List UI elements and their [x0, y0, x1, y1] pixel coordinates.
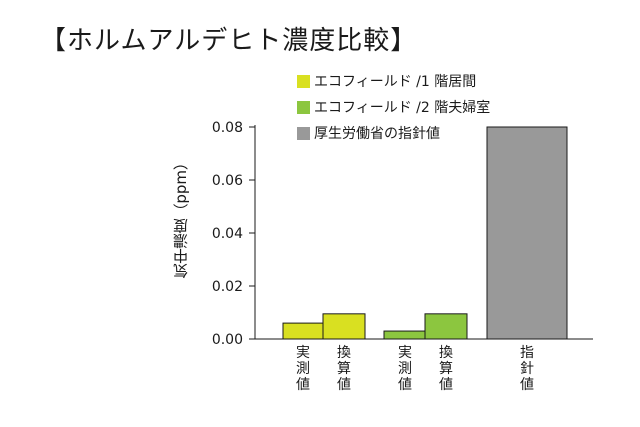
category-label: 換 算 値 [337, 345, 351, 393]
legend-label-2f: エコフィールド /2 階夫婦室 [314, 100, 491, 116]
bar [486, 126, 568, 340]
category-label: 実 測 値 [296, 345, 310, 393]
legend-swatch-guideline [297, 126, 310, 140]
category-label: 実 測 値 [398, 345, 412, 393]
category-label: 指 針 値 [520, 345, 534, 393]
bar [383, 330, 426, 340]
y-tick-label: 0.04 [212, 226, 243, 242]
bar [424, 313, 468, 340]
legend-label-1f: エコフィールド /1 階居間 [314, 74, 477, 90]
y-tick-label: 0.02 [212, 279, 243, 295]
y-tick-label: 0.08 [212, 120, 243, 136]
chart-title: 【ホルムアルデヒト濃度比較】 [40, 26, 418, 56]
legend-swatch-2f [297, 100, 310, 114]
y-tick-label: 0.06 [212, 173, 243, 189]
bar [282, 322, 325, 340]
legend: エコフィールド /1 階居間 エコフィールド /2 階夫婦室 厚生労働省の指針値 [297, 68, 490, 146]
legend-swatch-1f [297, 74, 310, 88]
legend-item-1f-living: エコフィールド /1 階居間 [297, 68, 490, 94]
y-tick-label: 0.00 [212, 332, 243, 348]
legend-label-guideline: 厚生労働省の指針値 [314, 126, 440, 142]
legend-item-2f-bedroom: エコフィールド /2 階夫婦室 [297, 94, 490, 120]
legend-item-guideline: 厚生労働省の指針値 [297, 120, 490, 146]
bar [322, 313, 366, 340]
category-label: 換 算 値 [439, 345, 453, 393]
